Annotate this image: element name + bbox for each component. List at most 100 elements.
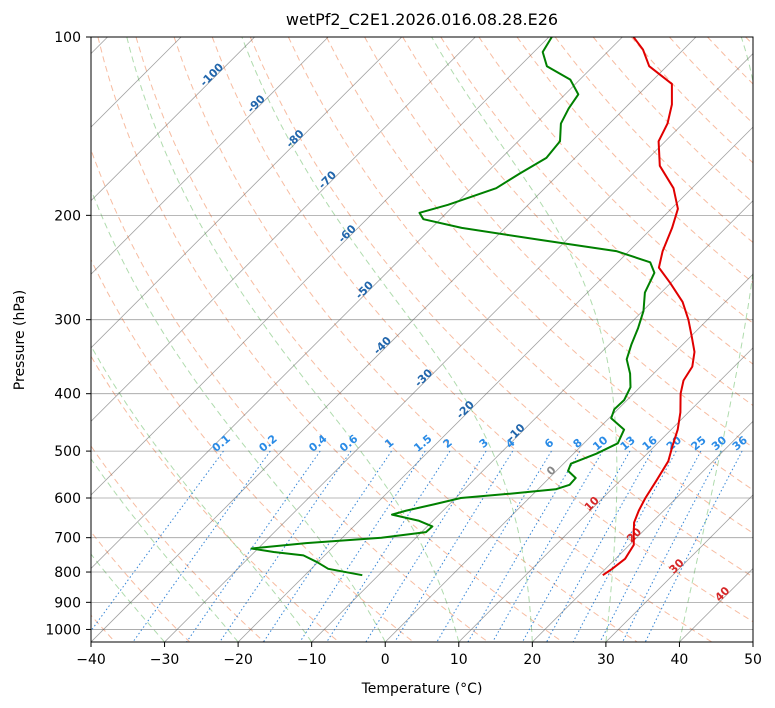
mixing-ratio-line (326, 450, 451, 642)
dry-adiabat-line (91, 258, 414, 642)
isotherm-label: -90 (245, 92, 268, 115)
isotherm-label: -70 (316, 168, 339, 191)
dry-adiabat-line (91, 355, 340, 642)
x-tick-label: −20 (223, 652, 253, 668)
dry-adiabat-line (91, 531, 191, 642)
moist-adiabat-line (241, 37, 533, 642)
mixing-ratio-line (219, 450, 352, 642)
y-tick-label: 1000 (45, 622, 81, 638)
y-tick-label: 900 (54, 595, 81, 611)
isotherm-line (91, 37, 403, 349)
moist-adiabat-line (678, 37, 753, 642)
isotherm-line (91, 37, 623, 570)
mixing-ratio-line (644, 450, 743, 642)
mixing-ratio-line (263, 450, 392, 642)
mixing-ratio-label: 16 (640, 433, 660, 453)
dry-adiabat-line (91, 445, 265, 642)
y-tick-label: 700 (54, 531, 81, 547)
isotherm-line (91, 37, 697, 642)
isotherm-line (605, 494, 753, 642)
dewpoint-line (250, 37, 656, 577)
dry-adiabat-line (97, 37, 563, 642)
isotherm-label: 10 (582, 494, 602, 514)
dry-adiabat-line (745, 37, 753, 46)
mixing-ratio-label: 6 (542, 436, 556, 451)
dry-adiabat-line (592, 37, 753, 204)
isotherm-line (384, 273, 753, 642)
isotherm-line (752, 641, 753, 642)
x-tick-label: 10 (450, 652, 468, 668)
mixing-ratio-line (186, 450, 321, 642)
isotherm-line (679, 567, 753, 642)
mixing-ratio-label: 2 (441, 436, 455, 451)
moist-adiabat-line (91, 188, 386, 642)
isotherm-line (311, 200, 753, 642)
x-tick-label: −40 (76, 652, 106, 668)
y-tick-label: 400 (54, 387, 81, 403)
x-axis-label: Temperature (°C) (361, 681, 483, 697)
mixing-ratio-line (436, 450, 552, 642)
moist-adiabat-line (91, 458, 239, 642)
isotherm-label: -20 (454, 398, 477, 421)
moist-adiabat-line (431, 37, 618, 642)
x-tick-label: 40 (671, 652, 689, 668)
dry-adiabat-line (478, 37, 753, 324)
isotherm-line (237, 126, 753, 642)
mixing-ratio-line (91, 450, 224, 632)
dry-adiabat-line (326, 37, 753, 491)
isotherm-label: 30 (667, 556, 687, 576)
mixing-ratio-label: 10 (590, 433, 610, 453)
plot-frame (90, 36, 754, 643)
dry-adiabat-line (211, 37, 753, 623)
mixing-ratio-label: 30 (709, 433, 729, 453)
dry-adiabat-line (91, 148, 489, 642)
y-tick-label: 200 (54, 208, 81, 224)
isotherm-line (91, 37, 550, 496)
y-axis-label: Pressure (hPa) (12, 290, 28, 390)
isotherm-line (164, 52, 753, 642)
dry-adiabat-line (669, 37, 753, 125)
mixing-ratio-line (365, 450, 487, 642)
grid-lines (91, 37, 753, 642)
x-tick-label: 20 (523, 652, 541, 668)
isotherm-label: -40 (371, 334, 394, 357)
dry-adiabat-line (173, 37, 713, 642)
y-tick-label: 100 (54, 30, 81, 46)
dry-adiabat-line (249, 37, 753, 578)
isotherm-label: -60 (336, 222, 359, 245)
x-tick-label: 30 (597, 652, 615, 668)
mixing-ratio-line (299, 450, 426, 642)
isotherm-line (91, 37, 255, 202)
isotherm-line (91, 37, 329, 275)
x-axis-ticks: −40 −30 −20 −10 0 10 20 30 40 50 (76, 642, 762, 668)
chart-title: wetPf2_C2E1.2026.016.08.28.E26 (286, 10, 558, 30)
moist-adiabat-line (91, 553, 165, 642)
x-tick-label: 50 (744, 652, 762, 668)
mixing-ratio-label: 36 (730, 433, 750, 453)
y-axis-ticks: 100 200 300 400 500 600 700 800 900 1000 (45, 30, 91, 638)
isotherm-line (458, 347, 753, 642)
mixing-ratio-line (599, 450, 702, 642)
mixing-ratio-label: 25 (689, 434, 709, 454)
x-tick-label: 0 (381, 652, 390, 668)
y-tick-label: 300 (54, 313, 81, 329)
y-tick-label: 800 (54, 565, 81, 581)
mixing-ratio-line (522, 450, 631, 642)
temperature-line (602, 37, 696, 577)
isotherm-line (532, 420, 753, 642)
dry-adiabat-line (707, 37, 753, 85)
isotherm-label: -30 (412, 366, 435, 389)
moist-adiabat-line (126, 37, 460, 642)
isotherm-label: 40 (712, 584, 732, 604)
mixing-ratio-line (467, 450, 581, 642)
x-tick-label: −30 (150, 652, 180, 668)
mixing-ratio-label: 3 (477, 436, 491, 451)
dry-adiabat-line (402, 37, 753, 407)
isotherm-label: -80 (283, 127, 306, 150)
isotherm-label: -50 (353, 278, 376, 301)
y-tick-label: 500 (54, 444, 81, 460)
x-tick-label: −10 (297, 652, 327, 668)
profile-series (250, 37, 696, 577)
